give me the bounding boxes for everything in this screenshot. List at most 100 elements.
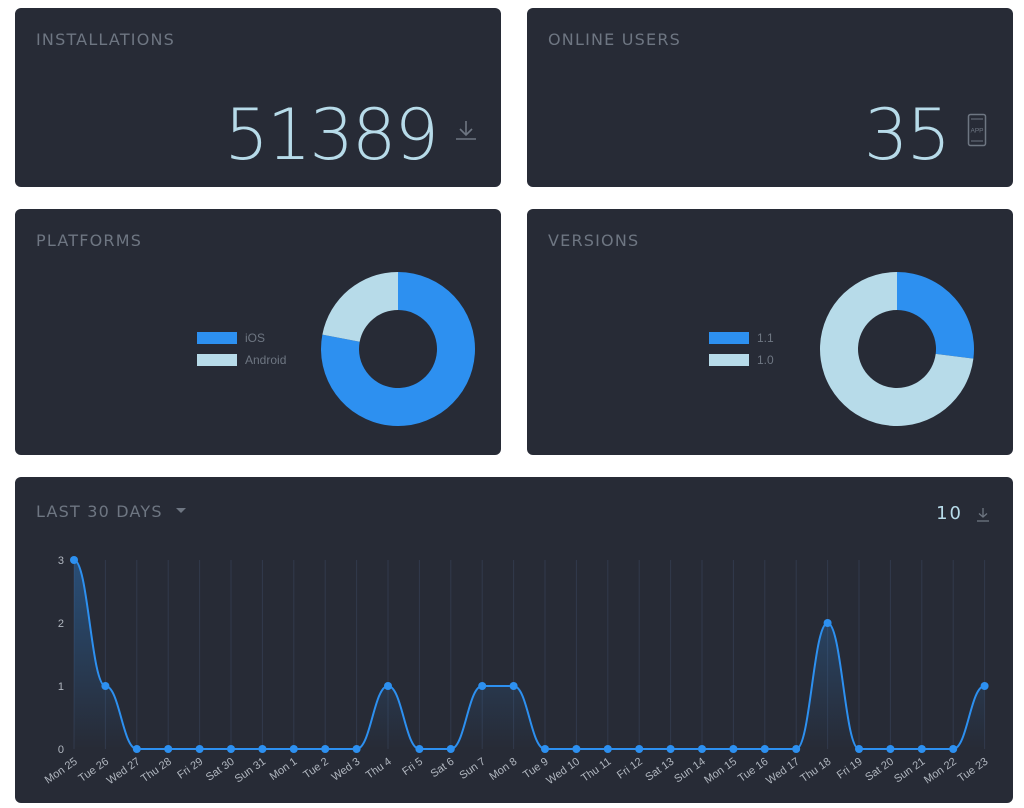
versions-slice-1-1[interactable]: [897, 272, 974, 359]
download-icon[interactable]: [453, 118, 479, 144]
x-tick-label: Sat 6: [429, 756, 457, 781]
x-tick-label: Mon 22: [922, 756, 959, 787]
legend-item-v11[interactable]: 1.1: [709, 327, 774, 349]
data-point-wed-27[interactable]: [132, 745, 141, 753]
data-point-wed-10[interactable]: [572, 745, 581, 753]
installations-value: 51389: [224, 94, 439, 176]
x-tick-label: Fri 5: [400, 756, 425, 778]
x-tick-label: Sun 21: [892, 756, 927, 786]
x-tick-label: Fri 29: [175, 756, 205, 782]
installations-title: INSTALLATIONS: [36, 30, 176, 49]
data-point-sun-7[interactable]: [478, 682, 487, 690]
data-point-sat-6[interactable]: [446, 745, 455, 753]
legend-swatch-android: [197, 354, 237, 366]
data-point-wed-3[interactable]: [352, 745, 361, 753]
data-point-mon-25[interactable]: [70, 556, 78, 564]
x-tick-label: Sat 30: [204, 756, 237, 784]
installations-card: INSTALLATIONS 51389: [15, 8, 501, 187]
last-30-days-title[interactable]: LAST 30 DAYS: [36, 502, 163, 521]
legend-label-v11: 1.1: [757, 331, 774, 345]
platforms-slice-android[interactable]: [322, 272, 398, 342]
x-tick-label: Wed 17: [764, 756, 802, 787]
data-point-tue-26[interactable]: [101, 682, 110, 690]
data-point-thu-18[interactable]: [823, 619, 832, 627]
versions-card: VERSIONS 1.1 1.0: [527, 209, 1013, 455]
data-point-tue-16[interactable]: [760, 745, 769, 753]
x-tick-label: Mon 15: [702, 756, 739, 787]
online-users-value: 35: [863, 94, 951, 176]
x-tick-label: Fri 19: [835, 756, 865, 782]
x-tick-label: Wed 3: [330, 756, 363, 784]
data-point-tue-9[interactable]: [541, 745, 549, 753]
data-point-fri-19[interactable]: [855, 745, 863, 753]
x-tick-label: Fri 12: [615, 756, 645, 782]
data-point-thu-4[interactable]: [384, 682, 392, 690]
download-icon[interactable]: [975, 507, 991, 523]
platforms-title: PLATFORMS: [36, 231, 143, 250]
series-line: [73, 559, 985, 750]
x-tick-label: Thu 11: [579, 756, 613, 785]
legend-swatch-v11: [709, 332, 749, 344]
x-tick-label: Tue 23: [956, 756, 991, 785]
x-tick-label: Mon 1: [268, 756, 300, 783]
y-tick-label: 2: [58, 618, 64, 630]
x-tick-label: Thu 4: [364, 756, 394, 782]
y-tick-label: 3: [58, 555, 64, 567]
data-point-sat-20[interactable]: [886, 745, 895, 753]
x-tick-label: Wed 27: [105, 756, 143, 787]
x-tick-label: Tue 2: [301, 756, 331, 782]
mobile-app-icon-label: APP: [970, 128, 983, 135]
y-tick-label: 0: [58, 744, 64, 756]
data-point-sat-13[interactable]: [666, 745, 675, 753]
x-tick-label: Mon 8: [487, 756, 519, 783]
data-point-fri-5[interactable]: [415, 745, 424, 753]
x-tick-label: Sun 7: [457, 756, 487, 782]
data-point-wed-17[interactable]: [792, 745, 801, 753]
last-30-days-total: 10: [936, 503, 963, 524]
data-point-sun-14[interactable]: [698, 745, 706, 753]
data-point-mon-15[interactable]: [729, 745, 738, 753]
legend-item-ios[interactable]: iOS: [197, 327, 286, 349]
x-tick-label: Wed 10: [544, 756, 582, 787]
data-point-thu-28[interactable]: [164, 745, 173, 753]
legend-label-android: Android: [245, 353, 287, 367]
platforms-donut-chart: [321, 272, 475, 426]
chevron-down-icon[interactable]: [176, 508, 186, 513]
mobile-app-icon: APP: [967, 113, 987, 147]
last-30-days-card: LAST 30 DAYS 10 0 1 2 3 Mon 25 Tue 26 Wed 27 Th…: [15, 477, 1013, 803]
versions-slice-1-0[interactable]: [820, 272, 974, 426]
data-point-sun-31[interactable]: [258, 745, 267, 753]
platforms-card: PLATFORMS iOS Android: [15, 209, 501, 455]
versions-title: VERSIONS: [548, 231, 640, 250]
x-tick-label: Thu 28: [139, 756, 174, 785]
data-point-tue-2[interactable]: [321, 745, 330, 753]
data-point-mon-1[interactable]: [289, 745, 298, 753]
data-point-fri-12[interactable]: [635, 745, 644, 753]
data-point-tue-23[interactable]: [980, 682, 989, 690]
x-tick-label: Sun 31: [233, 756, 268, 786]
data-point-fri-29[interactable]: [195, 745, 204, 753]
versions-donut-chart: [820, 272, 974, 426]
x-tick-label: Thu 18: [798, 756, 833, 785]
online-users-title: ONLINE USERS: [548, 30, 682, 49]
data-point-mon-8[interactable]: [509, 682, 518, 690]
x-tick-label: Mon 25: [43, 756, 80, 787]
data-point-sat-30[interactable]: [227, 745, 235, 753]
legend-swatch-v10: [709, 354, 749, 366]
versions-legend: 1.1 1.0: [709, 327, 774, 371]
legend-item-v10[interactable]: 1.0: [709, 349, 774, 371]
platforms-slice-ios[interactable]: [321, 272, 475, 426]
data-point-mon-22[interactable]: [949, 745, 958, 753]
data-point-sun-21[interactable]: [917, 745, 926, 753]
legend-label-v10: 1.0: [757, 353, 774, 367]
platforms-legend: iOS Android: [197, 327, 286, 371]
legend-item-android[interactable]: Android: [197, 349, 286, 371]
y-tick-label: 1: [58, 681, 64, 693]
legend-swatch-ios: [197, 332, 237, 344]
x-tick-label: Sun 14: [672, 756, 707, 786]
online-users-card: ONLINE USERS 35 APP: [527, 8, 1013, 187]
x-tick-label: Sat 20: [863, 756, 896, 784]
data-point-thu-11[interactable]: [603, 745, 612, 753]
x-tick-label: Sat 13: [643, 756, 676, 784]
